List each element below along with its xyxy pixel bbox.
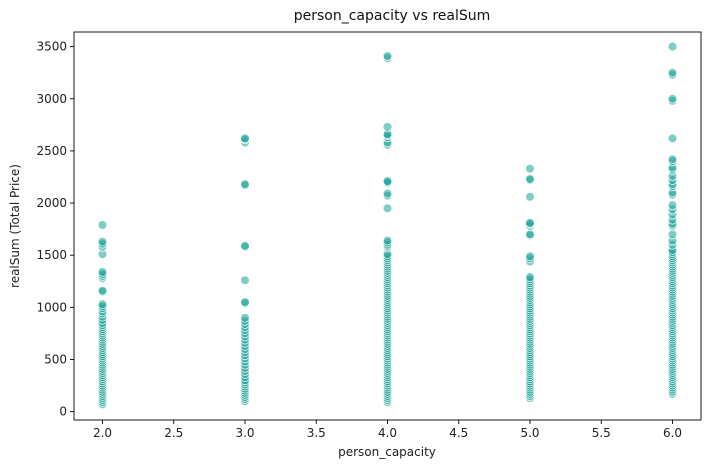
y-tick-label: 500 xyxy=(44,353,67,367)
y-tick-label: 3000 xyxy=(36,92,67,106)
x-tick-label: 5.0 xyxy=(520,426,539,440)
x-tick-label: 5.5 xyxy=(592,426,611,440)
data-point xyxy=(240,297,250,307)
x-tick-label: 3.0 xyxy=(235,426,254,440)
y-axis: 0 500 1000 1500 2000 2500 3000 3500 xyxy=(36,40,74,419)
y-tick-label: 1500 xyxy=(36,248,67,262)
data-point xyxy=(97,220,108,230)
data-point xyxy=(667,200,678,210)
y-tick-label: 2000 xyxy=(36,196,67,210)
data-point xyxy=(525,229,535,240)
data-point xyxy=(240,241,250,251)
x-tick-label: 4.0 xyxy=(378,426,397,440)
x-axis-title: person_capacity xyxy=(338,445,436,459)
data-point xyxy=(382,203,393,214)
y-tick-label: 0 xyxy=(59,405,67,419)
x-tick-label: 3.5 xyxy=(307,426,326,440)
y-tick-label: 2500 xyxy=(36,144,67,158)
data-point xyxy=(382,122,393,132)
data-point xyxy=(240,275,250,285)
data-point xyxy=(240,179,250,190)
data-point xyxy=(667,154,678,165)
data-point xyxy=(525,192,535,202)
data-point xyxy=(525,218,535,228)
data-point xyxy=(382,176,393,186)
data-point xyxy=(97,299,108,309)
y-tick-label: 1000 xyxy=(36,300,67,314)
data-point xyxy=(240,133,250,144)
data-point xyxy=(97,267,108,277)
data-point xyxy=(667,93,678,104)
y-tick-label: 3500 xyxy=(36,40,67,54)
x-tick-label: 4.5 xyxy=(449,426,468,440)
data-point xyxy=(97,285,108,296)
data-point xyxy=(382,188,393,199)
x-tick-label: 2.0 xyxy=(93,426,112,440)
data-point xyxy=(525,272,535,282)
x-axis: 2.0 2.5 3.0 3.5 4.0 4.5 5.0 5.5 6.0 xyxy=(93,420,682,440)
data-point xyxy=(667,133,678,144)
x-tick-label: 6.0 xyxy=(663,426,682,440)
data-point xyxy=(667,229,678,240)
data-point xyxy=(525,174,535,184)
chart-title: person_capacity vs realSum xyxy=(294,8,491,24)
y-axis-title: realSum (Total Price) xyxy=(8,164,22,288)
data-point xyxy=(240,313,250,323)
data-point xyxy=(382,235,393,246)
data-point xyxy=(97,236,108,247)
data-point xyxy=(667,67,678,78)
data-point xyxy=(525,251,535,262)
data-point xyxy=(382,51,393,61)
data-point xyxy=(525,163,535,174)
data-point xyxy=(667,41,678,52)
data-points xyxy=(97,41,678,410)
x-tick-label: 2.5 xyxy=(164,426,183,440)
